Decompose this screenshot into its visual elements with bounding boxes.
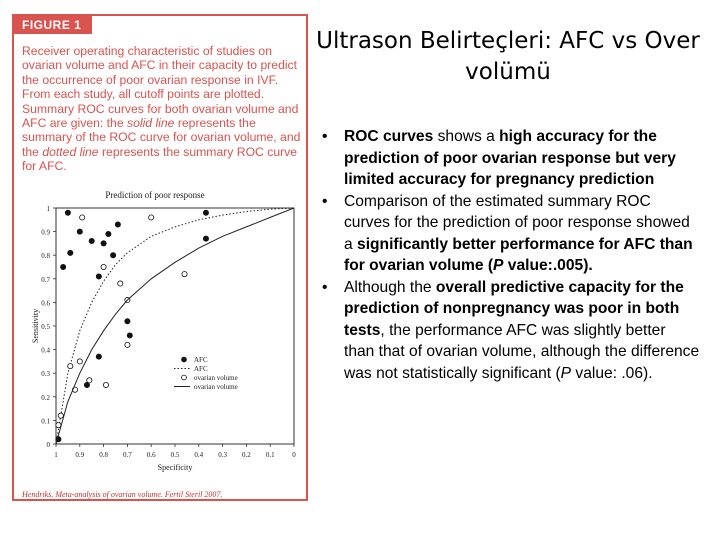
ovarian-volume-summary-curve <box>55 207 295 445</box>
afc-point <box>64 209 71 216</box>
caption-text: Receiver operating characteristic of stu… <box>22 44 299 131</box>
bullet-text: P <box>560 364 572 382</box>
x-tick-label: 0.7 <box>123 451 132 459</box>
chart-title: Prediction of poor response <box>105 190 204 200</box>
y-tick-label: 0.6 <box>41 299 50 307</box>
afc-point <box>60 263 67 270</box>
ovarian-volume-point <box>55 422 62 429</box>
afc-point <box>83 381 90 388</box>
x-tick-label: 0.6 <box>147 451 156 459</box>
afc-point <box>124 318 131 325</box>
y-tick-label: 0.4 <box>41 347 50 355</box>
bullet-text: high accuracy for the prediction of poor… <box>344 128 657 167</box>
bullet-text: significantly better performance for AFC… <box>344 235 693 275</box>
afc-point <box>202 235 209 242</box>
bullet-text: P <box>493 257 504 274</box>
x-tick-label: 0.3 <box>218 451 227 459</box>
afc-point <box>95 273 102 280</box>
afc-point <box>126 332 133 339</box>
afc-point <box>67 249 74 256</box>
figure-label: FIGURE 1 <box>14 16 92 34</box>
afc-point <box>114 221 121 228</box>
bullet-icon: • <box>322 278 328 296</box>
x-tick-label: 0.8 <box>99 451 108 459</box>
legend-label: AFC <box>194 365 208 373</box>
caption-text: represents the summary of the ROC curve … <box>22 116 301 159</box>
roc-chart: Prediction of poor response Specificity Se… <box>31 190 296 472</box>
y-tick-label: 0.3 <box>41 370 50 378</box>
bullet-text: value:.005). <box>503 257 593 274</box>
x-tick-label: 0.1 <box>266 451 275 459</box>
y-tick-label: 0 <box>47 441 51 449</box>
legend-label: ovarian volume <box>194 374 238 382</box>
y-tick-label: 0.5 <box>41 323 50 331</box>
afc-point <box>100 240 107 247</box>
ovarian-volume-point <box>76 358 83 365</box>
caption-text: represents the summary ROC curve for AFC… <box>22 144 298 174</box>
legend-label: ovarian volume <box>194 383 238 391</box>
ovarian-volume-point <box>57 412 64 419</box>
ovarian-volume-point <box>181 271 188 278</box>
caption-emphasis: solid line <box>127 116 175 131</box>
x-tick-label: 0.9 <box>75 451 84 459</box>
afc-point <box>88 238 95 245</box>
bullet-text: shows a <box>433 128 500 145</box>
bullet-icon: • <box>322 128 328 145</box>
bullet-text: overall predictive capacity for the pred… <box>344 278 684 339</box>
legend-label: AFC <box>194 356 208 364</box>
afc-point <box>95 353 102 360</box>
afc-point <box>76 228 83 235</box>
slide-title: Ultrason Belirteçleri: AFC vs Over volüm… <box>316 28 700 85</box>
ovarian-volume-point <box>124 341 131 348</box>
ovarian-volume-point <box>86 377 93 384</box>
y-tick-label: 0.9 <box>41 229 50 237</box>
y-tick-label: 0.8 <box>41 252 50 260</box>
ovarian-volume-point <box>117 280 124 287</box>
bullet-item: • Comparison of the estimated summary ROC… <box>322 191 700 277</box>
ovarian-volume-point <box>79 214 86 221</box>
bullet-item: • Although the overall predictive capacit… <box>322 277 700 385</box>
x-tick-label: 1 <box>54 451 58 459</box>
x-tick-label: 0 <box>292 451 296 459</box>
figure-caption: Receiver operating characteristic of stu… <box>22 44 306 174</box>
caption-emphasis: dotted line <box>42 144 99 159</box>
y-tick-label: 0.1 <box>41 417 50 425</box>
ovarian-volume-point <box>102 381 109 388</box>
bullet-icon: • <box>322 192 328 210</box>
bullet-item: • ROC curves shows a high accuracy for th… <box>322 126 700 191</box>
legend-filled-marker-icon <box>181 356 187 363</box>
bullet-text: Comparison of the estimated summary ROC … <box>344 192 690 253</box>
afc-point <box>105 230 112 237</box>
ovarian-volume-point <box>100 263 107 270</box>
figure-card: FIGURE 1 Receiver operating characterist… <box>12 14 308 501</box>
bullet-text: but very limited accuracy for pregnancy … <box>344 149 676 189</box>
x-tick-label: 0.2 <box>242 451 251 459</box>
afc-point <box>110 252 117 259</box>
x-tick-label: 0.4 <box>194 451 203 459</box>
ovarian-volume-point <box>67 363 74 370</box>
ovarian-volume-point <box>148 214 155 221</box>
bullet-text: value: .06). <box>571 364 653 382</box>
x-tick-label: 0.5 <box>171 451 180 459</box>
bullet-text: Although the <box>344 278 436 296</box>
y-axis-label: Sensitivity <box>31 309 40 343</box>
figure-citation: Hendriks. Meta-analysis of ovarian volum… <box>22 490 223 499</box>
afc-point <box>202 209 209 216</box>
bullet-list: • ROC curves shows a high accuracy for th… <box>322 126 700 384</box>
y-tick-label: 1 <box>47 205 51 213</box>
bullet-text: , the performance AFC was slightly bette… <box>344 321 700 382</box>
bullet-text: ROC curves <box>344 128 434 145</box>
x-axis-label: Specificity <box>158 463 193 472</box>
y-tick-label: 0.2 <box>41 394 50 402</box>
y-tick-label: 0.7 <box>41 276 50 284</box>
legend-open-marker-icon <box>181 374 187 381</box>
